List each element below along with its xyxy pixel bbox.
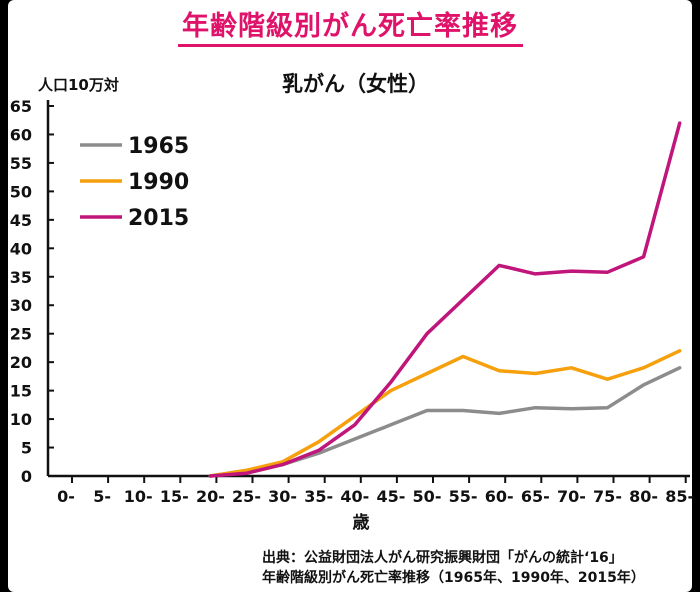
series-line-2015 xyxy=(208,121,682,478)
series-line-1965 xyxy=(208,366,682,478)
y-tick-label: 20 xyxy=(10,353,32,372)
x-tick-label: 85- xyxy=(665,487,694,506)
y-tick-label: 10 xyxy=(10,410,32,429)
y-tick-label: 35 xyxy=(10,268,32,287)
chart-card xyxy=(8,0,692,592)
series-lines xyxy=(208,121,682,478)
legend-label-2015: 2015 xyxy=(128,206,189,231)
source-citation-line1: 出典：公益財団法人がん研究振興財団「がんの統計‘16」 xyxy=(262,550,623,566)
y-axis-unit-label: 人口10万対 xyxy=(38,76,119,94)
x-tick-label: 15- xyxy=(160,487,189,506)
series-line-1990 xyxy=(208,349,682,478)
legend-label-1990: 1990 xyxy=(128,170,189,195)
y-tick-label: 65 xyxy=(10,97,32,116)
x-axis-ticks: 0- 5- 10- 15- 20- 25- 30- 35- 40- 45- 50- 55- 60- 65-… xyxy=(57,476,694,506)
x-tick-label: 50- xyxy=(413,487,442,506)
x-tick-label: 60- xyxy=(485,487,514,506)
y-axis-ticks: 0 5 10 15 20 25 30 35 40 45 50 55 60 65 xyxy=(10,97,54,486)
x-tick-label: 0- xyxy=(57,487,75,506)
x-tick-label: 25- xyxy=(232,487,261,506)
title-underline xyxy=(178,44,523,47)
legend-label-1965: 1965 xyxy=(128,134,189,159)
x-tick-label: 55- xyxy=(449,487,478,506)
y-tick-label: 40 xyxy=(10,239,32,258)
x-tick-label: 10- xyxy=(124,487,153,506)
x-tick-label: 5- xyxy=(93,487,111,506)
chart-title: 乳がん（女性） xyxy=(282,72,429,96)
page-title: 年齢階級別がん死亡率推移 xyxy=(182,11,518,42)
source-citation-line2: 年齢階級別がん死亡率推移（1965年、1990年、2015年） xyxy=(262,570,645,586)
x-tick-label: 30- xyxy=(268,487,297,506)
y-tick-label: 5 xyxy=(21,439,32,458)
x-tick-label: 45- xyxy=(376,487,405,506)
y-tick-label: 25 xyxy=(10,325,32,344)
y-tick-label: 0 xyxy=(21,467,32,486)
x-tick-label: 80- xyxy=(629,487,658,506)
y-tick-label: 55 xyxy=(10,154,32,173)
x-axis-label: 歳 xyxy=(353,512,370,533)
y-tick-label: 45 xyxy=(10,211,32,230)
x-tick-label: 75- xyxy=(593,487,622,506)
y-tick-label: 30 xyxy=(10,296,32,315)
y-tick-label: 60 xyxy=(10,125,32,144)
x-tick-label: 20- xyxy=(196,487,225,506)
x-tick-label: 65- xyxy=(521,487,550,506)
chart-legend: 1965 1990 2015 xyxy=(80,134,189,231)
x-tick-label: 40- xyxy=(340,487,369,506)
x-tick-label: 35- xyxy=(304,487,333,506)
y-tick-label: 50 xyxy=(10,182,32,201)
x-tick-label: 70- xyxy=(557,487,586,506)
y-tick-label: 15 xyxy=(10,382,32,401)
